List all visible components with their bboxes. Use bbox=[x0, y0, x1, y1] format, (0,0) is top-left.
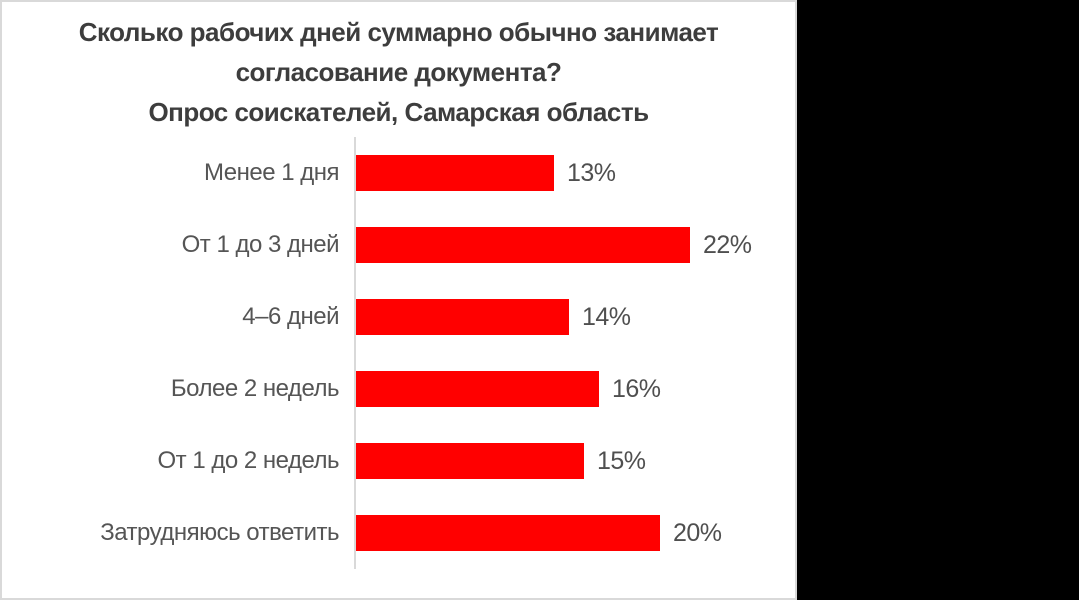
value-label: 13% bbox=[567, 158, 616, 187]
chart-title-line-2: согласование документа? bbox=[235, 57, 562, 87]
bar bbox=[356, 371, 599, 407]
value-label: 22% bbox=[703, 230, 752, 259]
chart-card: Сколько рабочих дней суммарно обычно зан… bbox=[0, 0, 797, 600]
black-side-panel bbox=[797, 0, 1079, 600]
bar bbox=[356, 299, 569, 335]
bar-area: 22% bbox=[356, 209, 795, 281]
value-label: 16% bbox=[612, 374, 661, 403]
value-label: 14% bbox=[582, 302, 631, 331]
chart-row: 4–6 дней 14% bbox=[2, 281, 795, 353]
bar bbox=[356, 443, 584, 479]
chart-row: Менее 1 дня 13% bbox=[2, 137, 795, 209]
chart-rows: Менее 1 дня 13% От 1 до 3 дней 22% 4–6 дней 1… bbox=[2, 137, 795, 569]
bar bbox=[356, 155, 554, 191]
bar-area: 20% bbox=[356, 497, 795, 569]
bar-area: 16% bbox=[356, 353, 795, 425]
bar-area: 13% bbox=[356, 137, 795, 209]
category-label: 4–6 дней bbox=[242, 303, 339, 330]
category-label: Более 2 недель bbox=[170, 375, 340, 402]
bar-area: 15% bbox=[356, 425, 795, 497]
bar-area: 14% bbox=[356, 281, 795, 353]
category-label: Менее 1 дня bbox=[204, 159, 340, 186]
bar-chart: Менее 1 дня 13% От 1 до 3 дней 22% 4–6 дней 1… bbox=[2, 137, 795, 569]
chart-row: От 1 до 2 недель 15% bbox=[2, 425, 795, 497]
value-label: 20% bbox=[673, 518, 722, 547]
chart-title-line-1: Сколько рабочих дней суммарно обычно зан… bbox=[78, 17, 719, 47]
chart-title-line-3: Опрос соискателей, Самарская область bbox=[148, 97, 649, 127]
chart-title: Сколько рабочих дней суммарно обычно зан… bbox=[2, 12, 795, 132]
chart-row: Более 2 недель 16% bbox=[2, 353, 795, 425]
category-label: От 1 до 3 дней bbox=[181, 231, 340, 258]
y-axis-line bbox=[354, 137, 356, 569]
bar bbox=[356, 515, 660, 551]
chart-row: Затрудняюсь ответить 20% bbox=[2, 497, 795, 569]
chart-row: От 1 до 3 дней 22% bbox=[2, 209, 795, 281]
value-label: 15% bbox=[597, 446, 646, 475]
category-label: Затрудняюсь ответить bbox=[100, 519, 339, 546]
category-label: От 1 до 2 недель bbox=[157, 447, 339, 474]
bar bbox=[356, 227, 690, 263]
